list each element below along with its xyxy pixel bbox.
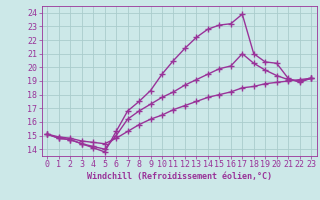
X-axis label: Windchill (Refroidissement éolien,°C): Windchill (Refroidissement éolien,°C) [87, 172, 272, 181]
